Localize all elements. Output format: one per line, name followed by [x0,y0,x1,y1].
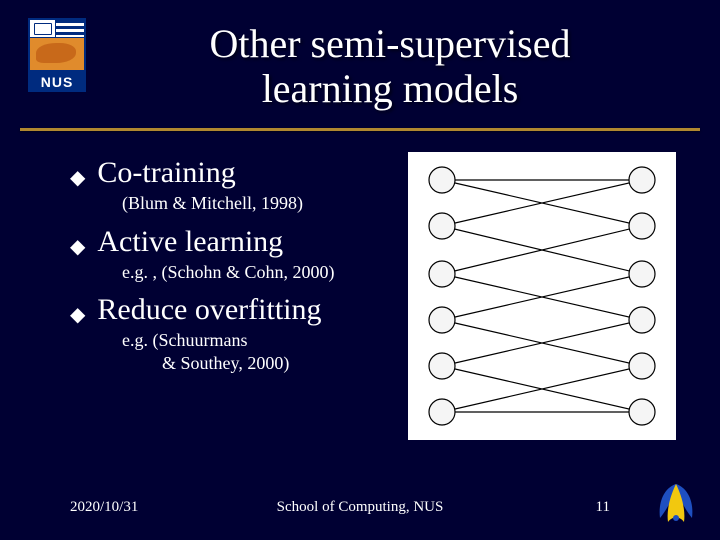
bullet-title: Co-training [97,156,235,190]
school-logo-icon [654,478,698,526]
bullet-sub: (Blum & Mitchell, 1998) [122,192,410,215]
slide: NUS Other semi-supervised learning model… [0,0,720,540]
bullet-title: Reduce overfitting [97,293,321,327]
title-line2: learning models [262,66,519,111]
bullet-title: Active learning [97,225,283,259]
bullet-list: ◆ Co-training (Blum & Mitchell, 1998) ◆ … [70,156,410,384]
title-line1: Other semi-supervised [209,21,570,66]
bipartite-figure [408,152,676,440]
bullet-marker-icon: ◆ [70,168,85,188]
nus-crest [28,18,86,72]
title-divider [20,128,700,131]
bullet-sub-line1: e.g. (Schuurmans [122,330,247,350]
bullet-item: ◆ Reduce overfitting e.g. (Schuurmans & … [70,293,410,374]
nus-logo-label: NUS [28,72,86,92]
bullet-marker-icon: ◆ [70,237,85,257]
footer-center: School of Computing, NUS [0,499,720,516]
bullet-marker-icon: ◆ [70,305,85,325]
footer-page: 11 [596,499,610,516]
bullet-sub: e.g. , (Schohn & Cohn, 2000) [122,261,410,284]
bullet-sub-line2: & Southey, 2000) [162,353,289,373]
bullet-sub: e.g. (Schuurmans & Southey, 2000) [122,329,410,374]
bullet-item: ◆ Co-training (Blum & Mitchell, 1998) [70,156,410,215]
bipartite-svg [408,152,676,440]
slide-title: Other semi-supervised learning models [100,22,680,112]
bullet-item: ◆ Active learning e.g. , (Schohn & Cohn,… [70,225,410,284]
nus-logo: NUS [28,18,86,94]
